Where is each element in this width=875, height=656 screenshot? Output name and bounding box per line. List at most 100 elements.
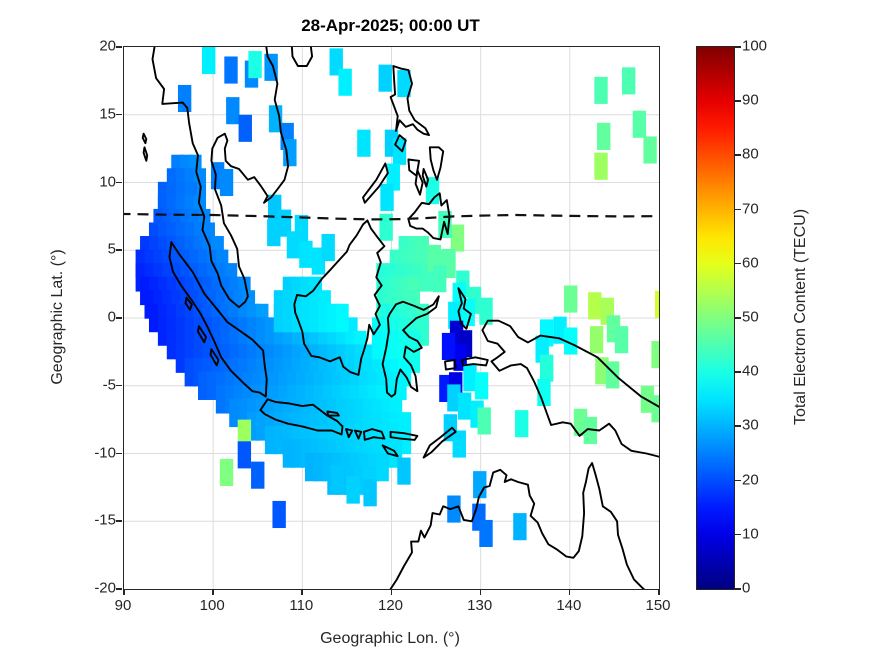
coastline-indochina-malay xyxy=(151,47,290,309)
colorbar-tick-label: 40 xyxy=(742,362,759,380)
coastline-samar-leyte xyxy=(428,146,445,181)
coastline-buru xyxy=(444,359,457,371)
tec-cell xyxy=(553,316,567,344)
coastline-cebu xyxy=(421,168,430,188)
y-tick-label: -10 xyxy=(94,444,116,461)
coastline-madura xyxy=(326,410,340,417)
colorbar-tick-label: 10 xyxy=(742,525,759,543)
x-tick-label: 100 xyxy=(199,597,225,614)
tec-cell xyxy=(654,290,659,318)
y-tick-mark xyxy=(116,588,122,590)
colorbar-tick-label: 20 xyxy=(742,471,759,489)
tec-cell xyxy=(392,137,407,165)
map-plot-area xyxy=(123,46,660,590)
tec-cell xyxy=(202,47,216,75)
tec-cell xyxy=(588,292,602,320)
colorbar-tick-label: 80 xyxy=(742,145,759,163)
tec-cell xyxy=(457,392,472,420)
y-axis-label: Geographic Lat. (°) xyxy=(49,249,66,385)
y-tick-mark xyxy=(116,113,122,116)
tec-cell xyxy=(583,416,598,445)
y-tick-label: -15 xyxy=(94,511,116,529)
tec-cell xyxy=(594,76,608,104)
tec-cell xyxy=(479,297,493,325)
y-tick-mark xyxy=(116,317,122,319)
tec-cell xyxy=(564,285,578,313)
tec-cell xyxy=(605,361,620,389)
tec-cell xyxy=(299,240,313,268)
coastline-sumbawa xyxy=(362,428,386,441)
tec-cell xyxy=(477,407,491,435)
tec-cell xyxy=(346,476,360,504)
coastline-pagai xyxy=(209,348,220,367)
colorbar xyxy=(696,46,735,590)
tec-cell xyxy=(330,465,344,493)
tec-cell xyxy=(237,419,252,447)
colorbar-tick-mark xyxy=(735,100,741,102)
y-tick-mark xyxy=(116,181,122,183)
tec-cell xyxy=(338,68,352,96)
tec-cell xyxy=(226,97,240,125)
tec-cell xyxy=(357,129,371,157)
colorbar-tick-mark xyxy=(735,479,741,482)
coastline-seram xyxy=(460,356,489,367)
y-tick-label: 0 xyxy=(107,308,116,326)
colorbar-tick-mark xyxy=(735,317,741,319)
magnetic-equator-dashed-line xyxy=(124,212,659,221)
colorbar-tick-mark xyxy=(735,154,741,156)
colorbar-tick-mark xyxy=(735,46,741,48)
tec-cell xyxy=(397,457,411,485)
tec-cell xyxy=(597,122,611,150)
coastline-bali xyxy=(345,428,354,439)
coastline-mindoro xyxy=(394,134,407,153)
coastline-java xyxy=(259,398,344,436)
coastline-new-guinea xyxy=(481,319,659,458)
coastline-siberut xyxy=(197,325,207,344)
y-tick-label: 5 xyxy=(107,240,116,258)
tec-cell xyxy=(224,56,238,84)
plot-title: 28-Apr-2025; 00:00 UT xyxy=(301,16,480,35)
tec-cell xyxy=(447,384,461,412)
tec-cell xyxy=(397,70,411,98)
coastline-hainan xyxy=(290,47,314,67)
colorbar-tick-mark xyxy=(735,588,741,590)
coastlines xyxy=(141,47,659,589)
tec-cell xyxy=(267,219,281,247)
colorbar-tick-mark xyxy=(735,208,741,211)
tec-cell xyxy=(248,51,262,79)
y-tick-mark xyxy=(116,452,122,454)
tec-cell xyxy=(473,471,487,499)
x-tick-label: 120 xyxy=(377,597,404,614)
tec-cell xyxy=(594,152,608,180)
tec-cell xyxy=(237,441,252,469)
tec-cell xyxy=(450,224,465,252)
coastline-sumatra xyxy=(168,241,268,398)
tec-cell xyxy=(479,519,493,547)
coastline-sumba xyxy=(381,444,399,458)
coastline-andaman-2 xyxy=(142,146,149,162)
tec-cell xyxy=(447,495,461,523)
colorbar-tick-label: 100 xyxy=(742,37,768,55)
tec-cell xyxy=(614,326,629,354)
tec-cell xyxy=(219,458,234,487)
tec-cell xyxy=(251,461,265,489)
coastline-mindanao xyxy=(407,192,451,241)
coastline-sulawesi xyxy=(381,295,440,398)
colorbar-tick-mark xyxy=(735,425,741,427)
colorbar-tick-mark xyxy=(735,371,741,373)
x-tick-label: 140 xyxy=(556,597,582,614)
tec-cell xyxy=(363,479,377,507)
y-tick-label: 20 xyxy=(99,37,116,55)
y-tick-label: 15 xyxy=(99,105,116,123)
x-tick-mark xyxy=(212,589,214,595)
y-tick-mark xyxy=(116,249,122,251)
tec-cell xyxy=(643,136,657,164)
coastline-lombok xyxy=(353,429,363,440)
tec-cell xyxy=(589,326,604,354)
tec-cell xyxy=(452,430,466,458)
x-tick-mark xyxy=(568,589,571,595)
colorbar-tick-label: 90 xyxy=(742,91,759,109)
colorbar-tick-mark xyxy=(735,533,741,536)
coastline-negros xyxy=(414,169,424,196)
